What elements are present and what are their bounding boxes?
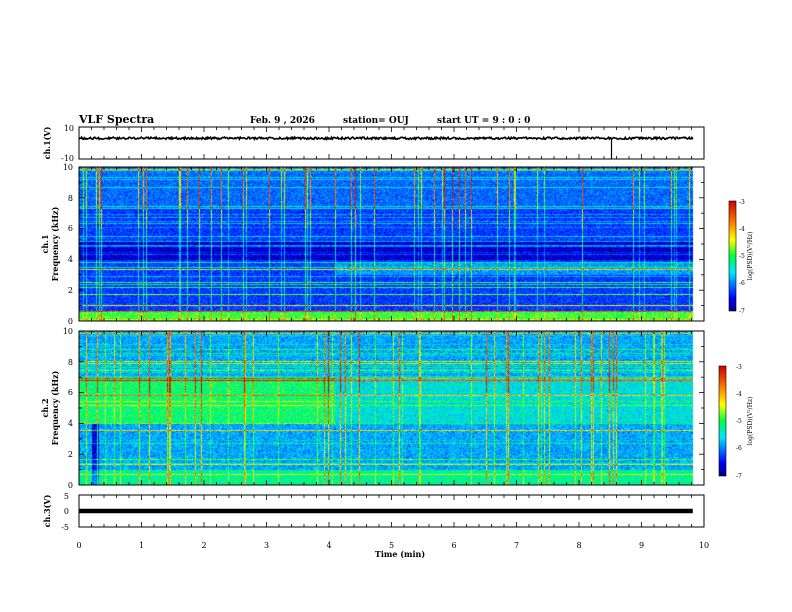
xtick-label-4: 4: [326, 541, 331, 550]
ch1-waveform-trace: [78, 135, 694, 142]
ch3-ytick-mid: 0: [64, 507, 69, 516]
ch1-ytick-6: 6: [68, 224, 73, 233]
xtick-label-6: 6: [451, 541, 456, 550]
ch1-colorbar-tick-m4: -4: [739, 226, 745, 233]
ch1-ytick-8: 8: [68, 194, 73, 203]
ch1-ytick-0: 0: [68, 317, 73, 326]
ch1-colorbar-tick-m6: -6: [739, 280, 745, 287]
ch2-ytick-10: 10: [63, 327, 73, 336]
xtick-label-10: 10: [699, 541, 709, 550]
figure-title: VLF Spectra: [78, 113, 154, 126]
ch1-spectrogram-ylabel-channel: ch.1: [40, 234, 50, 253]
xtick-label-0: 0: [76, 541, 81, 550]
start-time-label: start UT = 9 : 0 : 0: [437, 116, 530, 126]
xtick-label-7: 7: [514, 541, 519, 550]
ch1-colorbar-tick-m3: -3: [739, 199, 745, 206]
ch1-ytick-top: 10: [64, 124, 74, 133]
ch1-spectrogram-canvas-wrap: [79, 167, 704, 321]
ch3-waveform-ticks: [78, 495, 705, 527]
ch1-ytick-10: 10: [63, 163, 73, 172]
ch2-spectrogram-ticks: [78, 330, 705, 486]
ch2-ytick-2: 2: [68, 450, 73, 459]
x-axis-title: Time (min): [375, 549, 425, 559]
ch1-waveform-panel: 10 -10 ch.1(V): [42, 124, 705, 163]
ch2-colorbar-tick-m3: -3: [736, 364, 742, 371]
ch2-colorbar-tick-m5: -5: [736, 418, 742, 425]
xtick-label-3: 3: [264, 541, 269, 550]
ch2-spectrogram-panel: 0 2 4 6 8 10 ch.2 Frequency (kHz) -3 -4 …: [40, 327, 754, 490]
ch1-spectrogram-ylabel-frequency: Frequency (kHz): [50, 206, 60, 281]
ch2-ytick-6: 6: [68, 388, 73, 397]
ch2-colorbar-label: log(PSD)(V²/Hz): [747, 397, 754, 446]
ch1-ytick-4: 4: [68, 255, 73, 264]
xtick-label-8: 8: [576, 541, 581, 550]
xtick-label-5: 5: [389, 541, 394, 550]
ch3-ytick-top: 5: [64, 492, 69, 501]
ch2-colorbar-tick-m7: -7: [736, 473, 742, 480]
ch1-waveform-frame: [78, 126, 705, 160]
ch2-colorbar-tick-m4: -4: [736, 391, 742, 398]
ch1-waveform-ylabel: ch.1(V): [42, 126, 52, 159]
ch1-waveform-ticks: [78, 127, 705, 159]
xtick-label-2: 2: [201, 541, 206, 550]
ch3-waveform-panel: 5 0 -5 ch.3(V) 0 1 2 3 4 5 6 7 8 9 10 Ti…: [42, 492, 709, 559]
ch2-spectrogram-canvas-wrap: [79, 331, 704, 485]
station-label: station= OUJ: [343, 116, 409, 126]
ch2-colorbar-tick-m6: -6: [736, 445, 742, 452]
xtick-label-9: 9: [639, 541, 644, 550]
date-label: Feb. 9 , 2026: [250, 116, 315, 126]
ch1-colorbar-tick-m7: -7: [739, 308, 745, 315]
ch2-spectrogram-image: [79, 331, 704, 485]
ch1-spectrogram-ticks: [78, 166, 705, 322]
ch1-colorbar-tick-m5: -5: [739, 253, 745, 260]
ch1-colorbar-label: log(PSD)(V²/Hz): [747, 232, 754, 281]
ch2-colorbar: [718, 365, 727, 477]
ch1-ytick-bottom: -10: [61, 154, 74, 163]
ch2-ytick-0: 0: [68, 481, 73, 490]
ch3-ytick-bottom: -5: [61, 523, 69, 532]
ch2-ytick-4: 4: [68, 419, 73, 428]
ch1-colorbar: [728, 200, 737, 312]
ch1-spectrogram-panel: 0 2 4 6 8 10 ch.1 Frequency (kHz) -3 -4 …: [40, 163, 754, 326]
ch2-ytick-8: 8: [68, 358, 73, 367]
ch1-spectrogram-image: [79, 167, 704, 321]
ch1-ytick-2: 2: [68, 286, 73, 295]
ch3-waveform-ylabel: ch.3(V): [42, 494, 52, 527]
ch2-spectrogram-ylabel-frequency: Frequency (kHz): [50, 370, 60, 445]
ch2-spectrogram-ylabel-channel: ch.2: [40, 398, 50, 417]
xtick-label-1: 1: [139, 541, 144, 550]
